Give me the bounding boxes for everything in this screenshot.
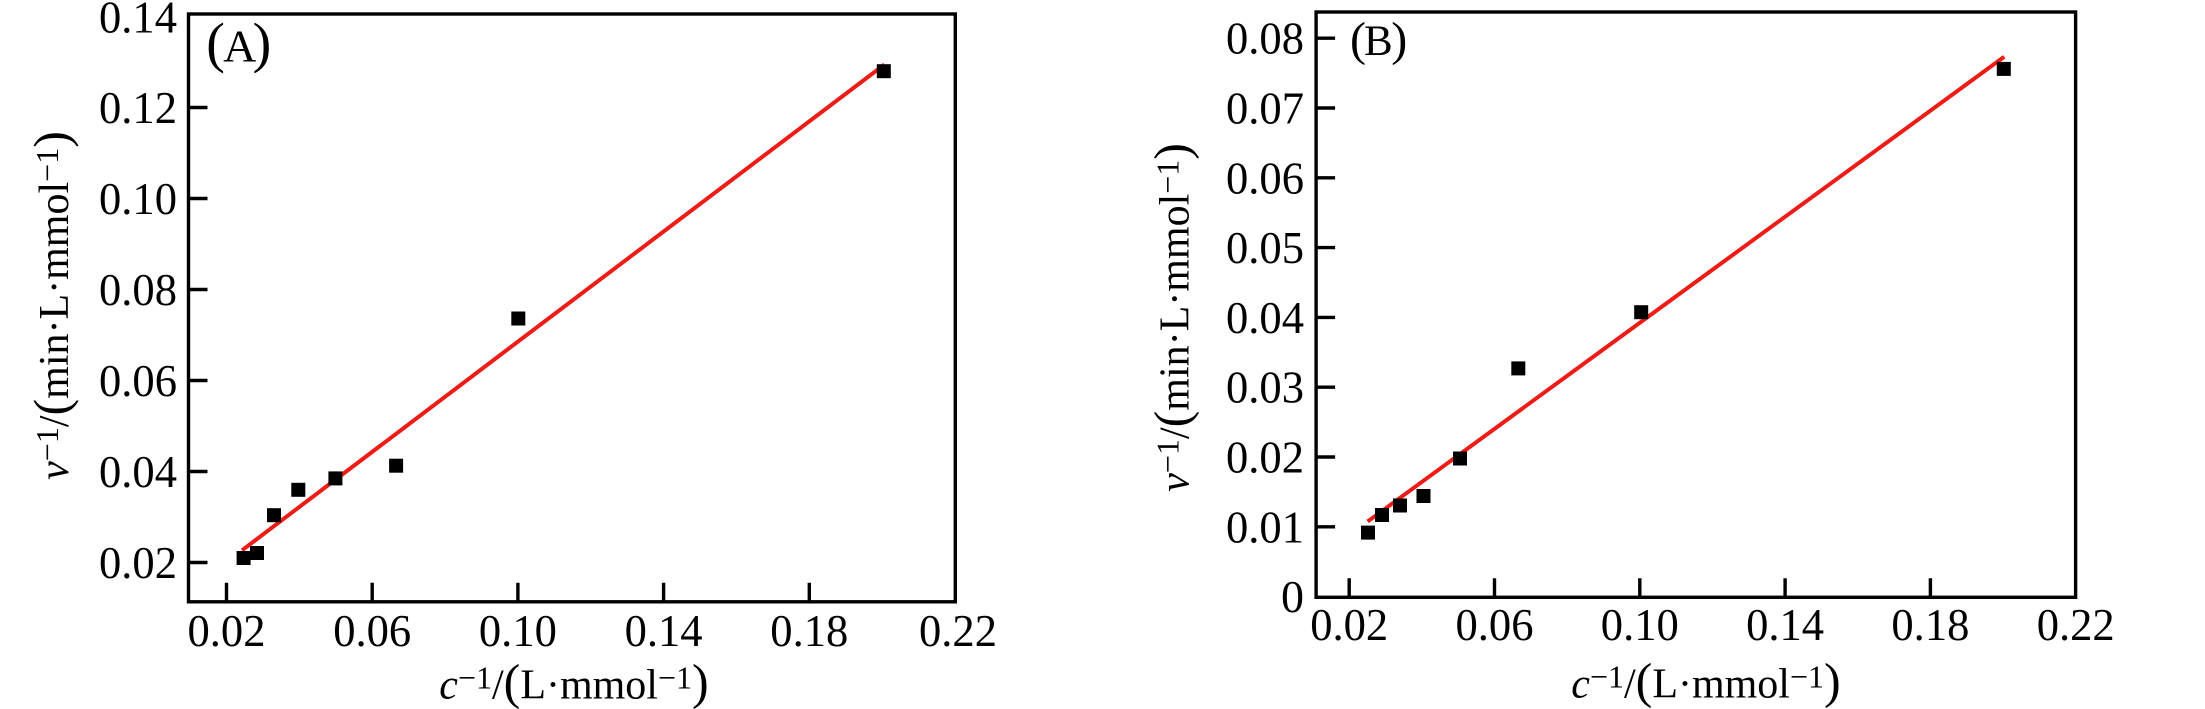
svg-text:0.01: 0.01 (1226, 501, 1304, 552)
svg-text:): ) (253, 13, 272, 75)
svg-text:0.10: 0.10 (99, 173, 177, 224)
svg-text:0.06: 0.06 (1456, 599, 1534, 650)
svg-text:0.05: 0.05 (1226, 222, 1304, 273)
svg-text:0.18: 0.18 (1891, 599, 1969, 650)
svg-text:0.14: 0.14 (99, 0, 177, 43)
svg-text:0.02: 0.02 (1310, 599, 1388, 650)
svg-text:0.06: 0.06 (1226, 152, 1304, 203)
svg-text:0.12: 0.12 (99, 82, 177, 133)
svg-text:A: A (223, 21, 256, 72)
svg-text:0: 0 (1281, 571, 1304, 622)
svg-text:0.02: 0.02 (99, 537, 177, 588)
svg-text:v−1/(min·L·mmol−1): v−1/(min·L·mmol−1) (23, 131, 79, 480)
svg-text:0.03: 0.03 (1226, 362, 1304, 413)
svg-text:0.06: 0.06 (99, 355, 177, 406)
svg-text:0.04: 0.04 (99, 446, 177, 497)
svg-text:0.02: 0.02 (188, 605, 266, 656)
svg-text:(: ( (1350, 13, 1366, 66)
svg-text:0.07: 0.07 (1226, 83, 1304, 134)
svg-text:v−1/(min·L·mmol−1): v−1/(min·L·mmol−1) (1144, 143, 1200, 492)
svg-text:0.14: 0.14 (625, 605, 703, 656)
svg-text:(: ( (206, 13, 225, 75)
svg-text:B: B (1364, 18, 1393, 65)
svg-text:0.04: 0.04 (1226, 292, 1304, 343)
svg-text:c−1/(L·mmol−1): c−1/(L·mmol−1) (1571, 653, 1840, 709)
svg-text:0.22: 0.22 (2037, 599, 2115, 650)
svg-text:): ) (1391, 13, 1407, 66)
svg-text:c−1/(L·mmol−1): c−1/(L·mmol−1) (439, 654, 708, 709)
svg-text:0.10: 0.10 (1601, 599, 1679, 650)
svg-text:0.08: 0.08 (1226, 13, 1304, 64)
svg-text:0.22: 0.22 (919, 605, 997, 656)
svg-text:0.06: 0.06 (333, 605, 411, 656)
svg-text:0.02: 0.02 (1226, 432, 1304, 483)
svg-text:0.08: 0.08 (99, 264, 177, 315)
svg-text:0.14: 0.14 (1746, 599, 1824, 650)
svg-text:0.18: 0.18 (770, 605, 848, 656)
svg-text:0.10: 0.10 (479, 605, 557, 656)
